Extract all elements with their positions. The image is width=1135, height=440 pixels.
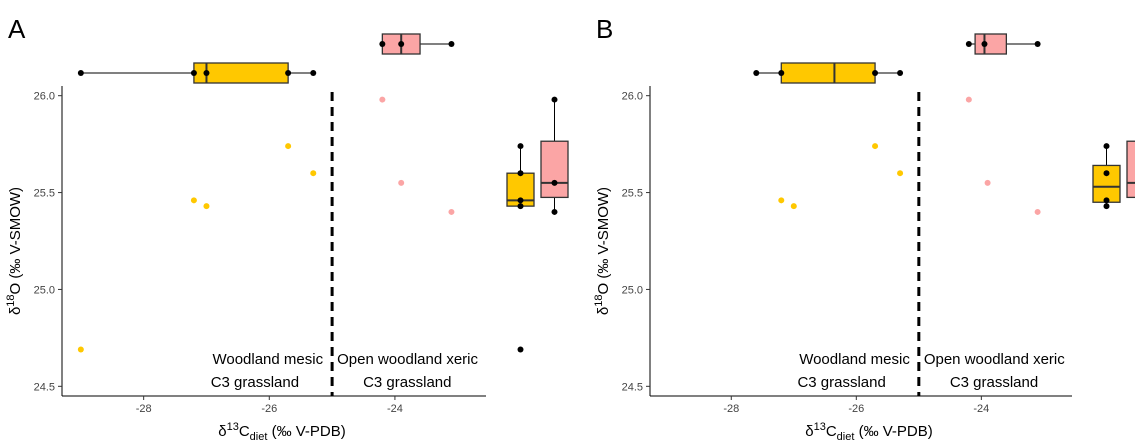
x-boxplot-point [285,70,292,76]
x-boxplot-point [981,41,988,47]
scatter-point-woodland [897,170,904,177]
x-boxplot-point [753,70,760,76]
y-tick-label: 25.0 [34,284,55,296]
y-boxplot-box-open [1126,140,1135,199]
scatter-point-woodland [872,143,879,150]
panel-letter: A [8,14,26,44]
x-tick-label: -26 [848,403,864,415]
y-boxplot-point [517,203,524,210]
scatter-point-woodland [790,203,797,210]
x-boxplot-point [778,70,785,76]
scatter-point-woodland [203,203,210,210]
x-tick-label: -24 [973,403,989,415]
x-boxplot-box-woodland [780,62,876,84]
y-boxplot-point [551,179,558,186]
x-tick-label: -24 [387,403,403,415]
scatter-point-open [398,179,405,186]
zone-label-woodland: Woodland mesic [799,351,910,368]
x-boxplot-point [310,70,317,76]
y-boxplot-point [1103,197,1110,204]
zone-label-open: C3 grassland [363,374,451,391]
zone-label-woodland: C3 grassland [797,374,885,391]
x-boxplot-box-open [974,33,1008,55]
y-boxplot-point [1103,203,1110,210]
y-boxplot-point [1103,170,1110,177]
x-boxplot-point [965,41,972,47]
x-boxplot-point [379,41,386,47]
y-boxplot-point [517,170,524,177]
scatter-point-open [1034,208,1041,215]
zone-label-woodland: Woodland mesic [212,351,323,368]
y-boxplot-point [551,208,558,215]
y-tick-label: 24.5 [34,381,55,393]
y-tick-label: 26.0 [34,91,55,103]
panel-letter: B [596,14,613,44]
zone-label-woodland: C3 grassland [211,374,299,391]
zone-label-open: C3 grassland [950,374,1038,391]
x-tick-label: -28 [723,403,739,415]
x-boxplot-point [77,70,84,76]
y-axis-title: δ18O (‰ V-SMOW) [5,187,24,315]
y-boxplot-box-open [540,140,569,199]
y-tick-label: 24.5 [622,381,643,393]
zone-label-open: Open woodland xeric [337,351,478,368]
x-axis-title: δ13Cdiet (‰ V-PDB) [805,421,933,440]
y-boxplot-point [551,96,558,103]
zone-label-open: Open woodland xeric [924,351,1065,368]
chart-panel-a: A 24.5 25.0 25.5 26.0 -28 -26 -24 δ13Cdiet (‰ V-… [5,14,569,440]
scatter-point-open [379,96,386,103]
y-tick-label: 26.0 [622,91,643,103]
x-boxplot-point [872,70,879,76]
y-tick-label: 25.0 [622,284,643,296]
x-tick-label: -26 [261,403,277,415]
scatter-point-woodland [77,346,84,353]
y-tick-label: 25.5 [34,188,55,200]
x-boxplot-point [1034,41,1041,47]
scatter-point-open [984,179,991,186]
x-boxplot-point [897,70,904,76]
scatter-point-woodland [285,143,292,150]
scatter-point-open [965,96,972,103]
x-boxplot-point [203,70,210,76]
y-boxplot-point [517,143,524,150]
y-boxplot-point [517,197,524,204]
x-boxplot-point [448,41,455,47]
x-axis-title: δ13Cdiet (‰ V-PDB) [218,421,346,440]
y-tick-label: 25.5 [622,188,643,200]
scatter-point-open [448,208,455,215]
x-boxplot-point [398,41,405,47]
scatter-point-woodland [190,197,197,204]
scatter-point-woodland [778,197,785,204]
y-boxplot-point [1103,143,1110,150]
x-boxplot-point [190,70,197,76]
chart-panel-b: B 24.5 25.0 25.5 26.0 -28 -26 -24 δ13Cdiet (‰ V-… [593,14,1135,440]
scatter-point-woodland [310,170,317,177]
x-tick-label: -28 [136,403,152,415]
y-axis-title: δ18O (‰ V-SMOW) [593,187,612,315]
y-boxplot-outlier [517,346,524,353]
